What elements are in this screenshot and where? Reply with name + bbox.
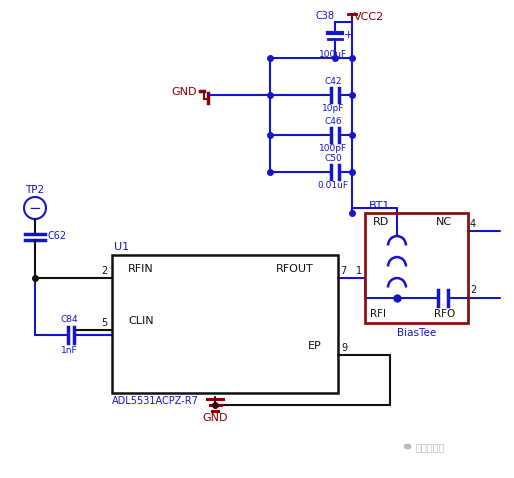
Text: C84: C84 bbox=[60, 315, 78, 324]
Text: 7: 7 bbox=[340, 266, 346, 276]
Text: 1nF: 1nF bbox=[61, 346, 77, 355]
Text: RFOUT: RFOUT bbox=[276, 264, 314, 274]
Text: 2: 2 bbox=[101, 266, 107, 276]
Text: RFIN: RFIN bbox=[128, 264, 154, 274]
Text: C38: C38 bbox=[315, 11, 334, 21]
Text: NC: NC bbox=[436, 217, 452, 227]
Text: −: − bbox=[29, 200, 41, 216]
Text: RD: RD bbox=[373, 217, 389, 227]
Text: 嵌入式基地: 嵌入式基地 bbox=[415, 442, 445, 452]
Text: 1: 1 bbox=[356, 266, 362, 276]
Text: EP: EP bbox=[308, 341, 322, 351]
Text: ADL5531ACPZ-R7: ADL5531ACPZ-R7 bbox=[112, 396, 199, 406]
Text: CLIN: CLIN bbox=[128, 316, 154, 326]
Text: GND: GND bbox=[172, 87, 197, 97]
Text: +: + bbox=[344, 30, 354, 40]
Text: C50: C50 bbox=[324, 154, 342, 163]
Text: GND: GND bbox=[202, 413, 228, 423]
Text: 0.01uF: 0.01uF bbox=[318, 181, 348, 190]
Text: TP2: TP2 bbox=[25, 185, 45, 195]
Text: BT1: BT1 bbox=[369, 201, 390, 211]
Text: RFO: RFO bbox=[434, 309, 455, 319]
Text: C42: C42 bbox=[324, 77, 342, 86]
Text: RFI: RFI bbox=[370, 309, 386, 319]
Text: 2: 2 bbox=[470, 285, 476, 295]
Text: 5: 5 bbox=[101, 318, 107, 328]
Bar bbox=[365, 213, 468, 323]
Text: 4: 4 bbox=[470, 219, 476, 229]
Text: 10pF: 10pF bbox=[322, 104, 344, 113]
Text: 100uF: 100uF bbox=[319, 50, 347, 59]
Text: 9: 9 bbox=[341, 343, 347, 353]
Text: U1: U1 bbox=[114, 242, 129, 252]
Text: C46: C46 bbox=[324, 117, 342, 126]
Text: 100pF: 100pF bbox=[319, 144, 347, 153]
Text: BiasTee: BiasTee bbox=[397, 328, 436, 338]
Text: VCC2: VCC2 bbox=[354, 12, 384, 22]
Text: C62: C62 bbox=[47, 231, 66, 241]
Bar bbox=[112, 255, 338, 393]
